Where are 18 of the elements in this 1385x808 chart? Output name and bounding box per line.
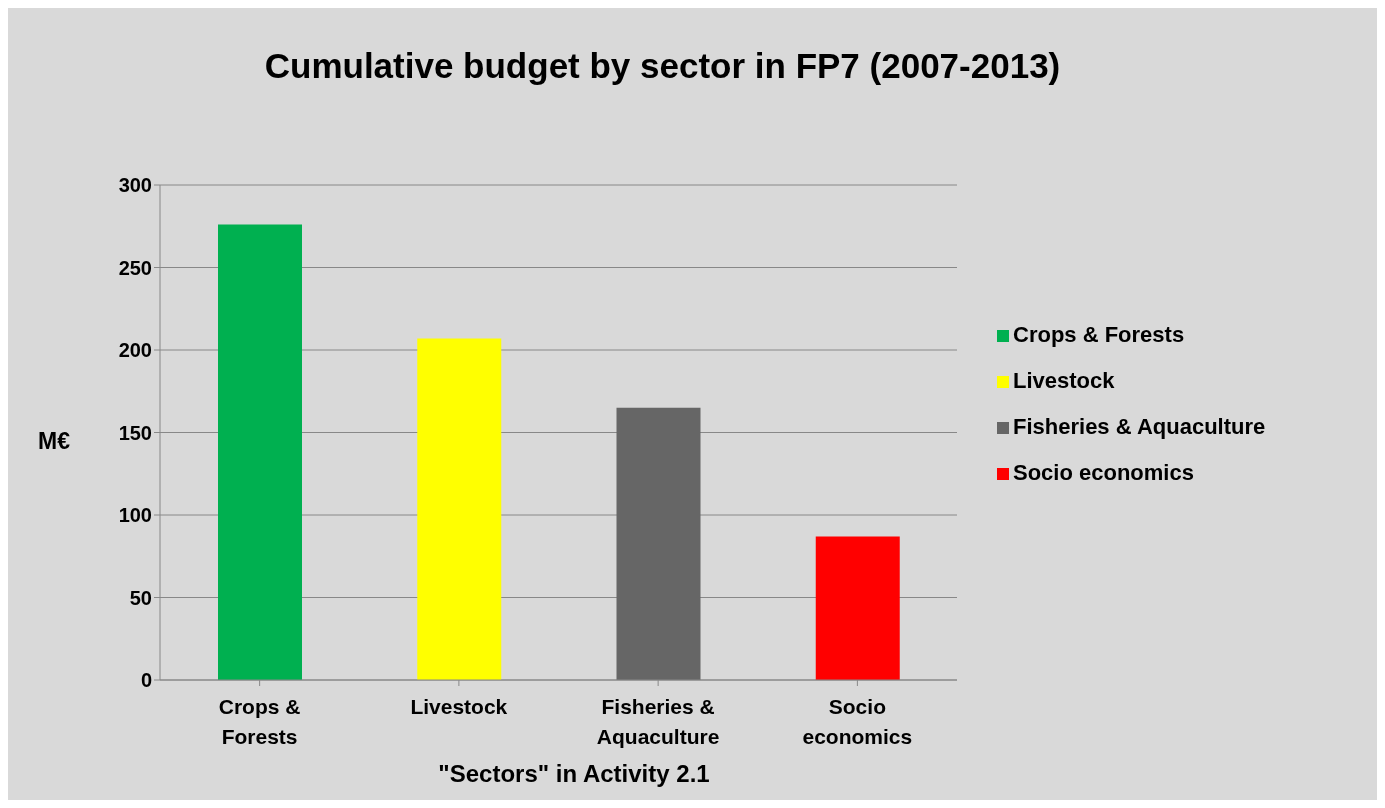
y-tick-label: 50 [129, 586, 152, 609]
x-tick-label: Livestock [410, 695, 508, 718]
x-tick-label: Fisheries & Aquaculture [596, 695, 720, 748]
y-tick-label: 0 [140, 669, 152, 692]
y-tick-label: 150 [118, 421, 152, 444]
legend-label: Crops & Forests [1013, 322, 1185, 347]
y-tick-label: 250 [118, 256, 152, 279]
y-tick-label: 200 [118, 339, 152, 362]
y-axis-title: M€ [38, 428, 70, 455]
legend-label: Socio economics [1013, 460, 1194, 485]
y-tick-label: 300 [118, 174, 152, 197]
x-axis-title: "Sectors" in Activity 2.1 [437, 760, 711, 788]
chart-title: Cumulative budget by sector in FP7 (2007-2013) [263, 46, 1062, 86]
y-tick-label: 100 [118, 504, 152, 527]
x-tick-label: Socio economics [802, 695, 913, 748]
x-tick-label: Crops & Forests [218, 695, 301, 748]
legend-label: Livestock [1013, 368, 1115, 393]
legend-label: Fisheries & Aquaculture [1013, 414, 1266, 439]
